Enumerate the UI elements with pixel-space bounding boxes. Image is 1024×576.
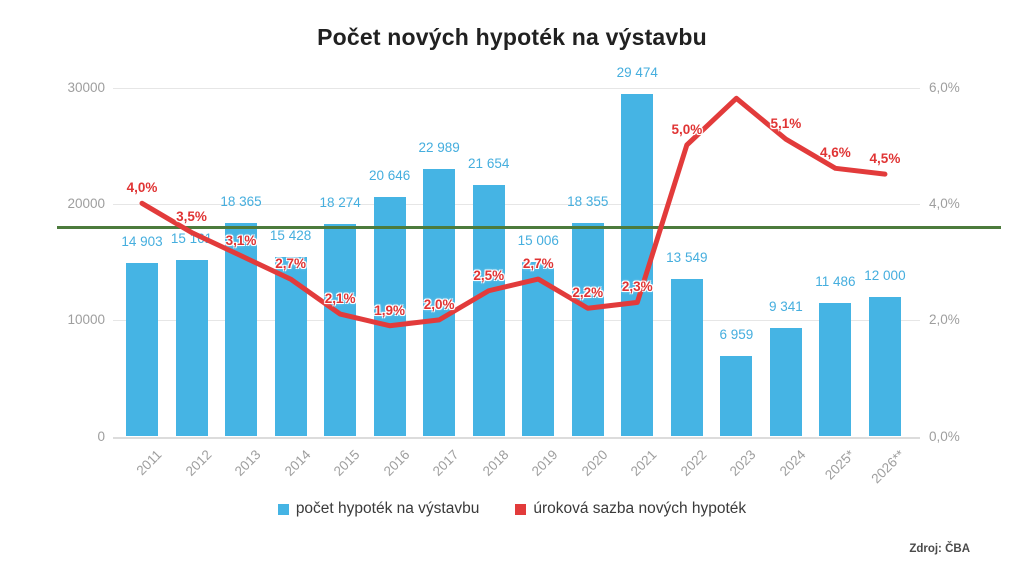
- bar-2017: [423, 169, 456, 437]
- y-axis-label-right: 4,0%: [929, 196, 960, 212]
- bar-value-label: 18 355: [567, 194, 609, 210]
- rate-point-label: 4,5%: [869, 151, 901, 167]
- legend-label-bars: počet hypoték na výstavbu: [295, 500, 480, 517]
- rate-point-label: 3,5%: [176, 209, 207, 225]
- bar-2019: [522, 262, 555, 437]
- bar-2016: [373, 196, 406, 437]
- bar-value-label: 21 654: [468, 155, 510, 171]
- bar-value-label: 18 365: [220, 194, 262, 210]
- rate-point-label: 5,1%: [770, 116, 802, 132]
- y-axis-label-right: 6,0%: [929, 79, 960, 95]
- rate-point-label: 1,9%: [374, 302, 406, 318]
- legend: počet hypoték na výstavbu úroková sazba …: [0, 500, 1024, 518]
- y-axis-label-left: 30000: [67, 79, 105, 95]
- rate-polyline: [139, 95, 888, 329]
- rate-point-label: 2,2%: [572, 285, 604, 301]
- rate-point-label: 2,5%: [473, 267, 505, 283]
- bar-2011: [126, 263, 158, 437]
- bar-2024: [769, 327, 802, 437]
- rate-point-label: 2,7%: [522, 256, 554, 272]
- bar-value-label: 15 006: [517, 233, 559, 249]
- rate-point-label: 2,1%: [324, 291, 356, 307]
- bar-2025*: [819, 303, 852, 437]
- bar-2015: [324, 224, 357, 437]
- rate-point-label: 4,0%: [126, 180, 158, 196]
- bar-value-label: 13 549: [666, 250, 708, 266]
- y-axis-label-left: 20000: [67, 196, 105, 212]
- legend-item-line: úroková sazba nových hypoték: [515, 500, 746, 518]
- bar-2012: [175, 260, 208, 437]
- gridline: [113, 204, 920, 206]
- gridline: [113, 87, 920, 89]
- rate-point-label: 3,1%: [225, 232, 257, 248]
- y-axis-label-right: 0,0%: [929, 428, 960, 444]
- rate-point-label: 2,3%: [621, 279, 653, 295]
- bar-value-label: 20 646: [368, 167, 411, 183]
- bar-value-label: 15 428: [269, 228, 312, 244]
- bar-value-label: 14 903: [121, 234, 163, 250]
- rate-point-label: 2,0%: [423, 296, 455, 312]
- bar-value-label: 18 274: [319, 195, 361, 211]
- bar-2020: [571, 223, 604, 437]
- y-axis-label-left: 0: [97, 428, 105, 444]
- y-axis-label-left: 10000: [67, 312, 105, 328]
- legend-label-line: úroková sazba nových hypoték: [533, 500, 747, 517]
- legend-swatch-bar-icon: [277, 503, 289, 515]
- bar-value-label: 22 989: [418, 140, 460, 156]
- bar-value-label: 9 341: [768, 298, 803, 314]
- bar-value-label: 6 959: [719, 326, 754, 342]
- rate-point-label: 5,0%: [671, 122, 703, 137]
- chart-title: Počet nových hypoték na výstavbu: [317, 24, 707, 50]
- bar-value-label: 12 000: [864, 268, 906, 284]
- rate-point-label: 2,7%: [275, 256, 306, 272]
- reference-line: [57, 226, 1001, 230]
- bar-2023: [720, 355, 753, 437]
- source-label: Zdroj: ČBA: [909, 543, 970, 555]
- gridline: [113, 436, 920, 439]
- legend-item-bars: počet hypoték na výstavbu: [277, 500, 480, 518]
- bar-2022: [670, 279, 703, 437]
- rate-point-label: 4,6%: [820, 145, 851, 161]
- gridline: [113, 320, 920, 322]
- legend-swatch-line-icon: [515, 503, 527, 515]
- bar-2026**: [868, 297, 901, 437]
- bar-value-label: 11 486: [815, 274, 856, 290]
- y-axis-label-right: 2,0%: [929, 312, 960, 328]
- bar-value-label: 29 474: [616, 65, 658, 80]
